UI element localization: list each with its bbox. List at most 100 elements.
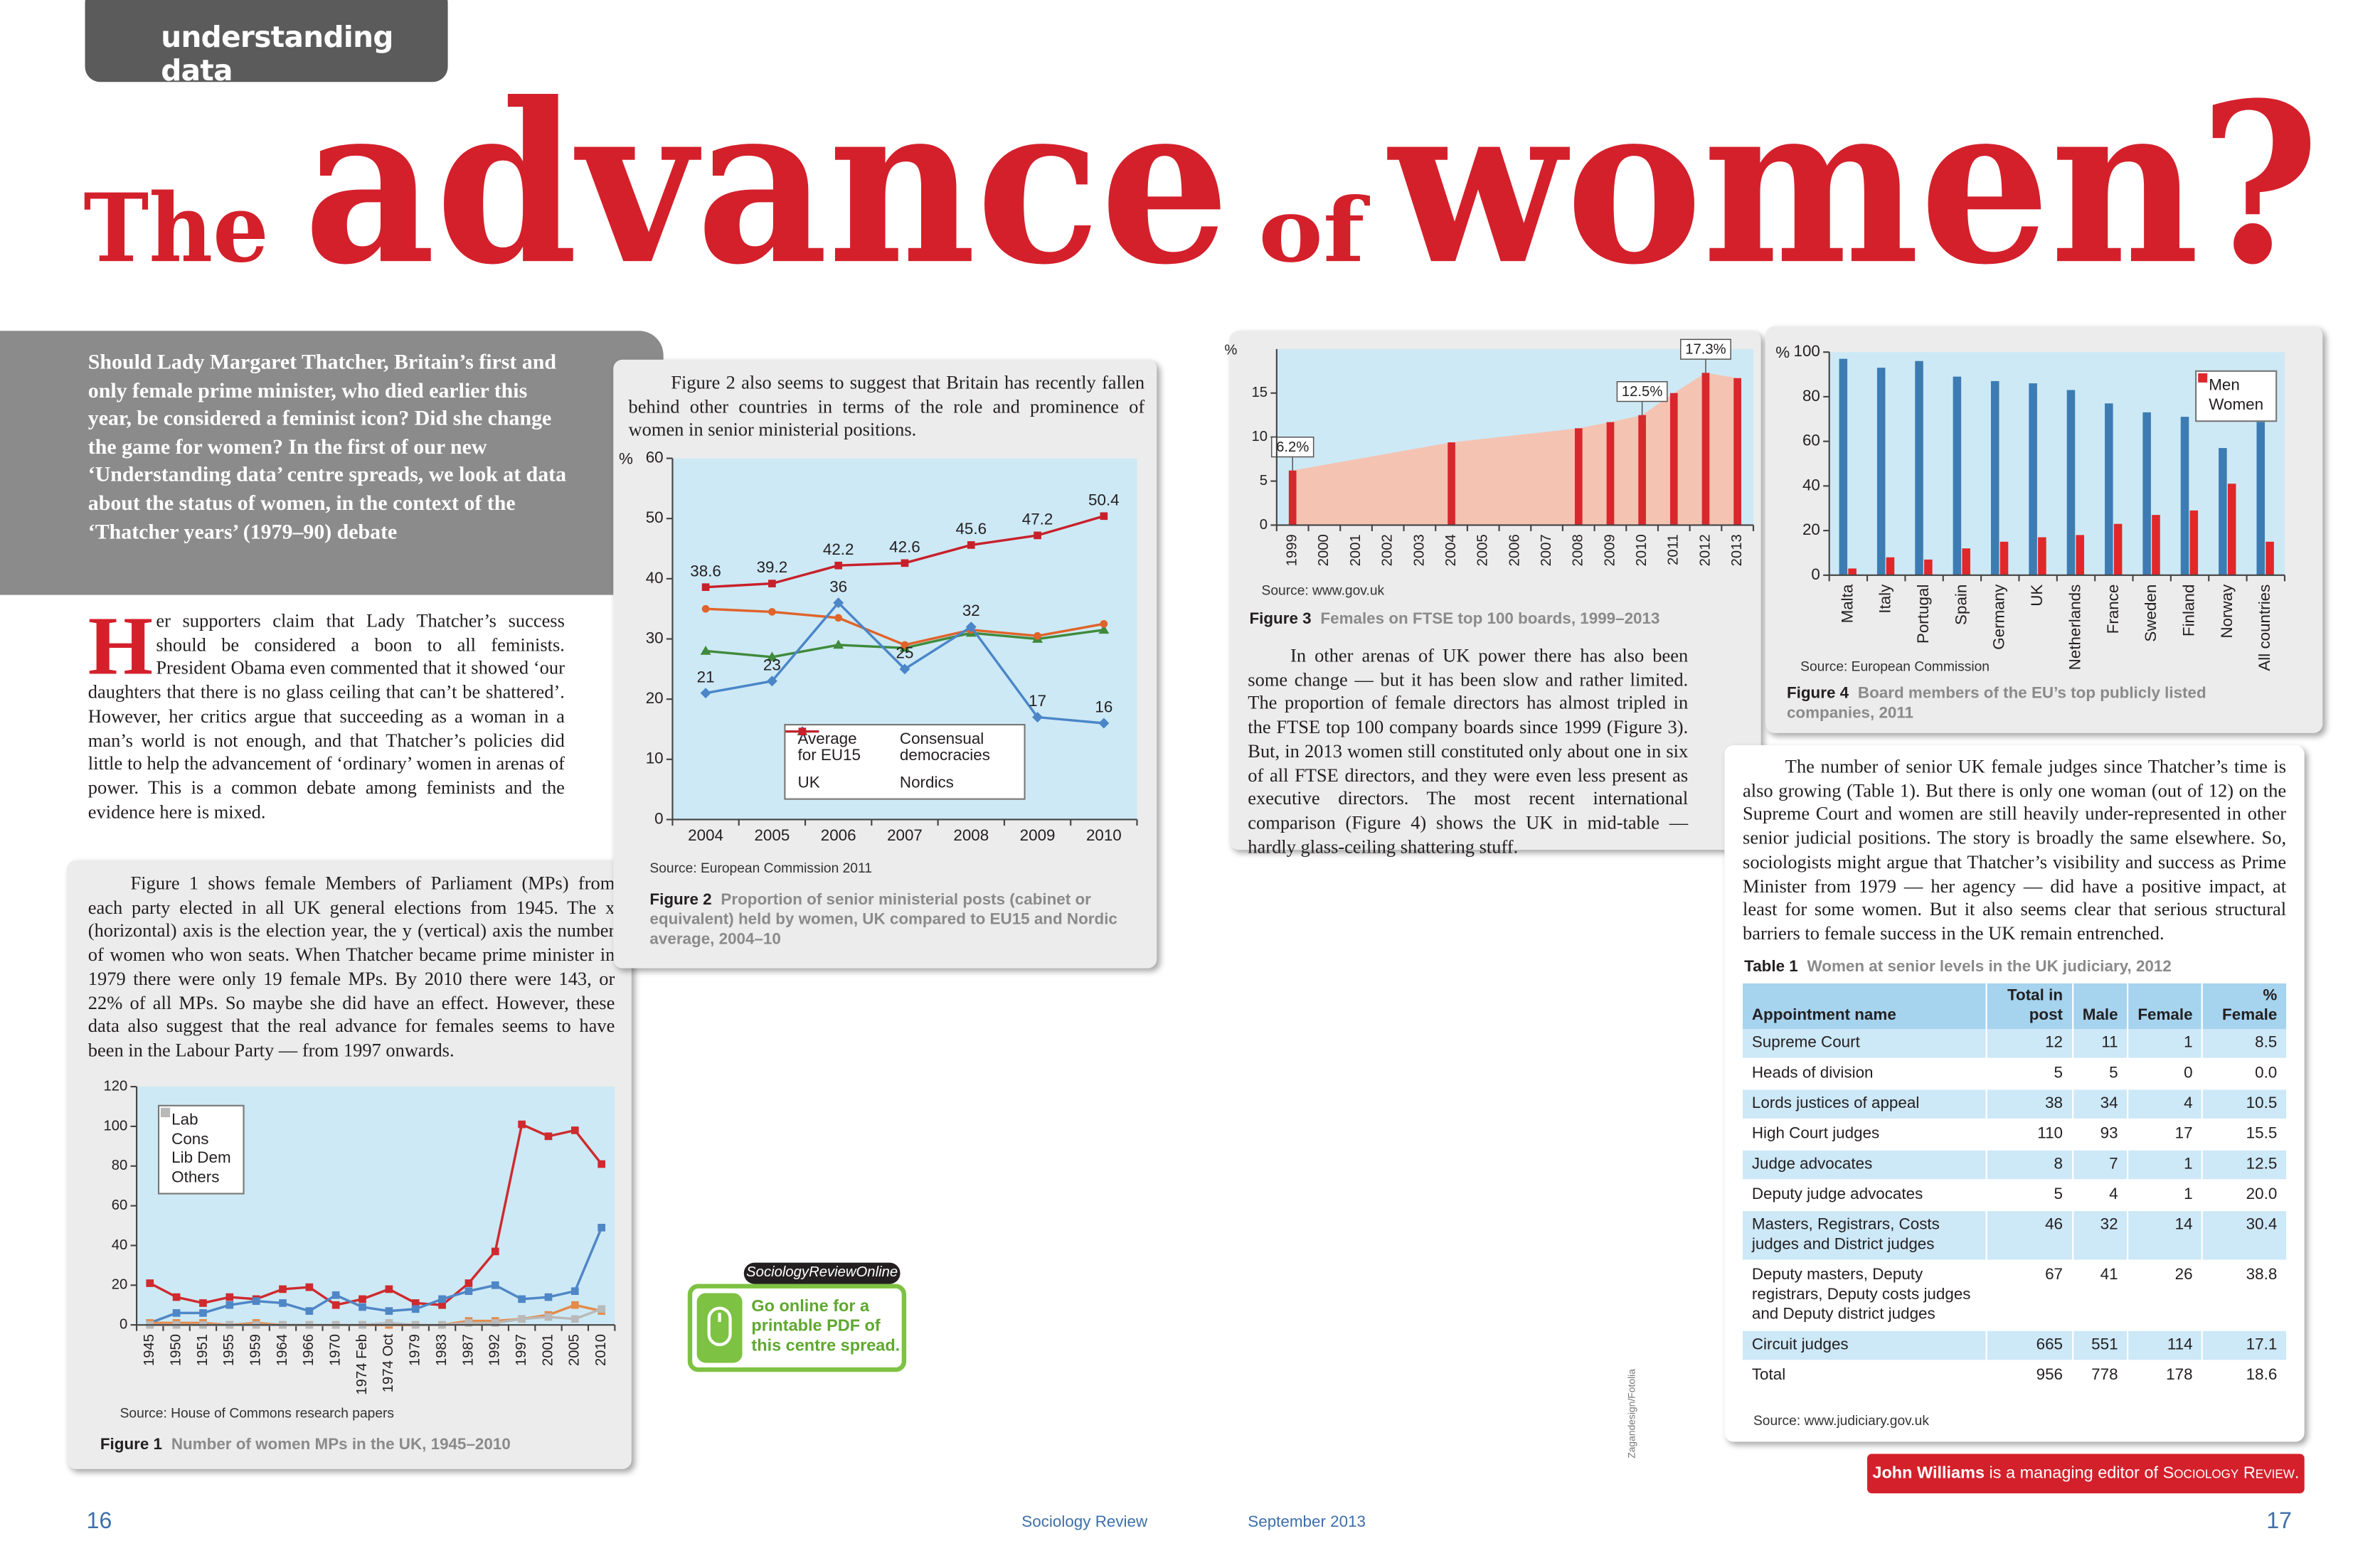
paragraph: The number of senior UK female judges si… <box>1743 755 2287 944</box>
bar <box>2152 515 2160 575</box>
x-tick-label: Norway <box>2218 584 2236 639</box>
table-cell: 46 <box>1986 1210 2073 1262</box>
legend-swatch <box>161 1107 171 1117</box>
chart: 0 10 20 30 40 50 60% 2004 2005 2006 2007 2008 2009 20… <box>619 448 1146 853</box>
chart: 0 20 40 60 80 100% Malta Italy Portugal Spain Germ… <box>1773 337 2297 678</box>
online-box: Go online for a printable PDF of this ce… <box>687 1284 907 1372</box>
caption: Figure 1 Number of women MPs in the UK, 1… <box>100 1436 617 1456</box>
y-tick-label: 40 <box>1802 476 1820 494</box>
bar <box>1448 442 1455 526</box>
caption: Figure 3 Females on FTSE top 100 boards, … <box>1249 610 1750 630</box>
x-tick-label: 1959 <box>248 1334 264 1366</box>
marker <box>199 1299 207 1307</box>
legend-label: Others <box>171 1168 220 1186</box>
marker <box>570 1126 579 1134</box>
y-tick-label: 0 <box>1260 517 1268 533</box>
bar <box>2029 383 2037 575</box>
table-cell: 15.5 <box>2202 1119 2288 1151</box>
data-label: 42.6 <box>889 538 920 555</box>
table-cell: 41 <box>2072 1260 2129 1331</box>
data-label: 38.6 <box>690 562 721 580</box>
x-tick-label: 1955 <box>221 1334 237 1366</box>
x-tick-label: 2009 <box>1602 534 1618 566</box>
paragraph: Figure 1 shows female Members of Parliam… <box>87 873 615 1061</box>
marker <box>358 1295 366 1303</box>
y-tick-label: 0 <box>1811 565 1820 583</box>
x-tick-label: 1999 <box>1285 534 1300 566</box>
table-panel: The number of senior UK female judges si… <box>1724 745 2305 1442</box>
x-tick-label: 2010 <box>1634 534 1650 566</box>
table-cell: Circuit judges <box>1743 1330 1987 1362</box>
marker <box>798 727 807 735</box>
x-tick-label: 1966 <box>301 1334 317 1366</box>
area <box>1292 373 1738 526</box>
x-tick-label: 1974 Feb <box>354 1334 370 1395</box>
x-tick-label: 2011 <box>1666 534 1682 565</box>
legend-label: UK <box>797 773 820 791</box>
caption: Figure 2 Proportion of senior ministerial… <box>649 891 1143 950</box>
marker <box>967 541 975 549</box>
y-tick-label: 5 <box>1260 473 1268 489</box>
author-note: John Williams is a managing editor of So… <box>1867 1454 2305 1494</box>
figure-panel: 0 5 10 15% 1999 2000 2001 2002 2003 2004 2005 2006 2… <box>1224 331 1761 857</box>
bar <box>2066 390 2076 575</box>
table-label: Table 1 <box>1744 957 1798 976</box>
y-tick-label: 30 <box>646 629 664 646</box>
data-label: 25 <box>896 644 914 661</box>
marker <box>1032 712 1043 723</box>
marker <box>834 614 843 622</box>
marker <box>1100 619 1108 628</box>
marker <box>518 1295 526 1303</box>
marker <box>766 651 777 661</box>
chart-svg: 0 5 10 15% 1999 2000 2001 2002 2003 2004 2005 2006 2… <box>1224 338 1755 566</box>
column-header: Appointment name <box>1743 983 1987 1029</box>
y-tick-label: 0 <box>654 809 663 827</box>
label-box <box>1680 338 1731 360</box>
marker <box>700 645 711 655</box>
table-cell: 1 <box>2128 1149 2204 1181</box>
marker <box>1098 624 1110 634</box>
marker <box>411 1299 420 1307</box>
marker <box>518 1315 526 1323</box>
marker <box>570 1287 579 1296</box>
marker <box>305 1283 314 1291</box>
marker <box>385 1285 393 1294</box>
marker <box>331 1301 340 1309</box>
marker <box>766 676 777 687</box>
headline: The advance of women? <box>83 91 2320 313</box>
x-tick-label: 2007 <box>887 826 923 844</box>
caption: Figure 4 Board members of the EU’s top pu… <box>1787 685 2242 724</box>
marker <box>597 1223 606 1232</box>
y-tick-label: 100 <box>1794 342 1820 360</box>
headline-word: women? <box>1386 91 2320 313</box>
photo-credit: Zagandesign/Fotolia <box>1627 1369 1638 1458</box>
y-tick-label: 40 <box>112 1237 128 1253</box>
x-tick-label: Finland <box>2179 585 2197 636</box>
figure-label: Figure 4 <box>1786 684 1849 703</box>
paragraph: In other arenas of UK power there has al… <box>1248 645 1689 858</box>
table-cell: 778 <box>2072 1360 2129 1392</box>
x-tick-label: 1951 <box>195 1334 211 1366</box>
table-cell: 1 <box>2128 1028 2204 1060</box>
x-tick-label: 2007 <box>1539 534 1554 566</box>
marker <box>597 1305 606 1313</box>
headline-word: of <box>1258 179 1370 282</box>
x-tick-label: All countries <box>2256 585 2273 671</box>
bar <box>1953 376 1962 575</box>
y-axis-label: % <box>1224 342 1237 358</box>
y-tick-label: 60 <box>1802 432 1820 449</box>
x-tick-label: Sweden <box>2142 585 2160 642</box>
y-tick-label: 60 <box>646 448 664 466</box>
x-tick-label: 2001 <box>540 1334 556 1366</box>
table-row: Circuit judges 665 551 114 17.1 <box>1743 1330 2288 1362</box>
y-tick-label: 80 <box>1802 387 1820 405</box>
y-tick-label: 120 <box>103 1078 127 1094</box>
marker <box>965 622 977 633</box>
author-name: John Williams <box>1872 1464 1985 1483</box>
table-row: Masters, Registrars, Costs judges and Di… <box>1743 1210 2288 1262</box>
table-cell: High Court judges <box>1743 1119 1987 1151</box>
x-tick-label: 1970 <box>328 1334 344 1366</box>
legend-label: Lib Dem <box>171 1148 231 1168</box>
table-cell: Lords justices of appeal <box>1743 1089 1987 1121</box>
